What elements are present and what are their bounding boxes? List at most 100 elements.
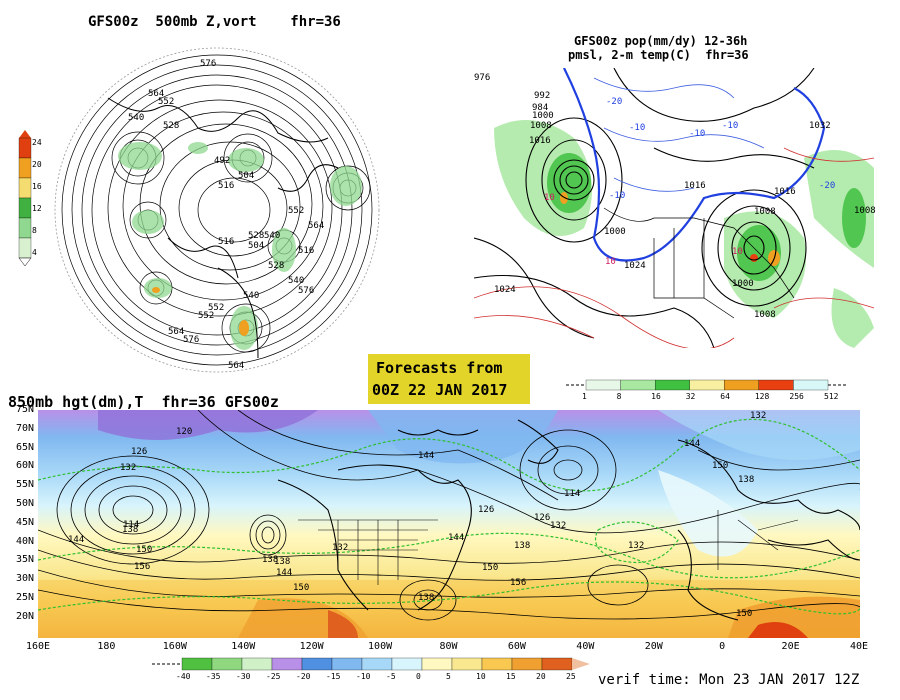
- latitude-label: 20N: [15, 610, 34, 622]
- colorbar-swatch: [361, 657, 393, 671]
- isobar-label: 992: [534, 91, 550, 101]
- forecast-info-line1: Forecasts from: [376, 359, 503, 377]
- isobar-label: 1016: [684, 181, 706, 191]
- height-contour-label: 144: [448, 533, 464, 543]
- height-contour-label: 150: [293, 583, 309, 593]
- contour-label-500mb: 528: [163, 121, 179, 131]
- colorbar-swatch: [18, 197, 32, 219]
- isobar-label: 976: [474, 73, 490, 83]
- longitude-label: 180: [97, 641, 116, 652]
- longitude-label: 160W: [162, 641, 187, 652]
- isobar-label: 1008: [530, 121, 552, 131]
- panel-pop-colorbar: [566, 379, 848, 391]
- contour-label-500mb: 552: [288, 206, 304, 216]
- colorbar-tick-label: 25: [566, 672, 576, 681]
- latitude-label: 65N: [15, 441, 34, 453]
- contour-label-500mb: 552: [198, 311, 214, 321]
- isobar-label: 1000: [532, 111, 554, 121]
- colorbar-tick-label: 64: [720, 392, 730, 401]
- contour-label-500mb: 540: [128, 113, 144, 123]
- colorbar-tick-label: -25: [266, 672, 281, 681]
- colorbar-tick-label: 20: [32, 160, 42, 169]
- colorbar-tick-label: 12: [32, 204, 42, 213]
- colorbar-tick-label: -20: [296, 672, 311, 681]
- colorbar-swatch: [541, 657, 573, 671]
- panel-pop-map: 1000100810161024992984976103210081016100…: [474, 68, 876, 348]
- colorbar-tick-label: 32: [685, 392, 696, 401]
- panel-pop-title-line1: GFS00z pop(mm/dy) 12-36h: [574, 34, 748, 48]
- height-contour-label: 156: [134, 562, 150, 572]
- longitude-label: 160E: [25, 641, 51, 652]
- longitude-label: 20E: [781, 641, 800, 652]
- latitude-label: 25N: [15, 592, 34, 603]
- panel-850mb-colorbar: [152, 657, 590, 671]
- height-contour-label: 132: [750, 411, 766, 421]
- latitude-label: 60N: [15, 460, 34, 472]
- forecast-info-line2: 00Z 22 JAN 2017: [372, 381, 508, 399]
- height-contour-label: 114: [123, 520, 139, 530]
- contour-label-500mb: 540: [243, 291, 259, 301]
- contour-label-500mb: 540: [288, 276, 304, 286]
- height-contour-label: 156: [510, 578, 526, 588]
- colorbar-swatch: [18, 177, 32, 199]
- longitude-label: 0: [719, 641, 726, 652]
- contour-label-500mb: 576: [298, 286, 314, 296]
- height-contour-label: 126: [478, 505, 494, 515]
- colorbar-tick-label: 5: [446, 672, 451, 681]
- panel-850mb-lon-labels: 160E 180 160W 140W 120W 100W 80W 60W 40W 20W 0 20E 4…: [18, 641, 878, 655]
- temperature-label: 10: [544, 193, 555, 203]
- height-contour-label: 120: [176, 427, 192, 437]
- longitude-label: 140W: [231, 641, 256, 652]
- colorbar-tick-label: 0: [416, 672, 421, 681]
- temperature-label: -20: [606, 97, 622, 107]
- colorbar-tick-label: 20: [536, 672, 546, 681]
- contour-label-500mb: 504: [238, 171, 254, 181]
- isobar-label: 1016: [529, 136, 551, 146]
- longitude-label: 80W: [439, 641, 458, 652]
- height-contour-label: 126: [131, 447, 147, 457]
- colorbar-tick-label: 512: [824, 392, 839, 401]
- height-contour-label: 144: [418, 451, 434, 461]
- height-contour-label: 150: [136, 545, 152, 555]
- latitude-label: 75N: [15, 404, 34, 415]
- contour-label-500mb: 576: [183, 335, 199, 345]
- colorbar-swatch: [211, 657, 243, 671]
- latitude-label: 45N: [15, 516, 34, 528]
- temperature-label: 10: [732, 247, 743, 257]
- temperature-label: -10: [629, 123, 645, 133]
- isobar-label: 1032: [809, 121, 831, 131]
- height-contour-label: 150: [712, 461, 728, 471]
- contour-label-500mb: 564: [148, 89, 164, 99]
- longitude-label: 40E: [849, 641, 869, 652]
- colorbar-swatch: [620, 379, 656, 391]
- height-contour-label: 132: [628, 541, 644, 551]
- colorbar-swatch: [301, 657, 333, 671]
- colorbar-swatch: [724, 379, 760, 391]
- colorbar-tick-label: -40: [176, 672, 191, 681]
- latitude-label: 30N: [15, 573, 34, 585]
- colorbar-tick-label: 16: [32, 182, 42, 191]
- panel-pop-colorbar-labels: 1 8 16 32 64 128 256 512: [566, 392, 848, 404]
- height-contour-label: 132: [120, 463, 136, 473]
- height-contour-label: 144: [684, 439, 700, 449]
- isobar-label: 1008: [754, 310, 776, 320]
- contour-label-500mb: 576: [200, 59, 216, 69]
- colorbar-swatch: [481, 657, 513, 671]
- contour-label-500mb: 564: [308, 221, 324, 231]
- panel-850mb-title: 850mb hgt(dm),T fhr=36 GFS00z: [8, 393, 279, 411]
- colorbar-swatch: [181, 657, 213, 671]
- colorbar-swatch: [271, 657, 303, 671]
- height-contour-label: 150: [482, 563, 498, 573]
- height-contour-label: 144: [68, 535, 84, 545]
- contour-label-500mb: 516: [298, 246, 314, 256]
- latitude-label: 50N: [15, 498, 34, 509]
- colorbar-swatch: [511, 657, 543, 671]
- isobar-label: 1024: [494, 285, 516, 295]
- colorbar-swatch: [18, 237, 32, 259]
- panel-850mb-map: 1201261321381441501561141381441501381321…: [38, 410, 860, 638]
- isobar-label: 1008: [854, 206, 876, 216]
- height-contour-label: 132: [332, 543, 348, 553]
- height-contour-label: 138: [262, 555, 278, 565]
- colorbar-swatch: [758, 379, 794, 391]
